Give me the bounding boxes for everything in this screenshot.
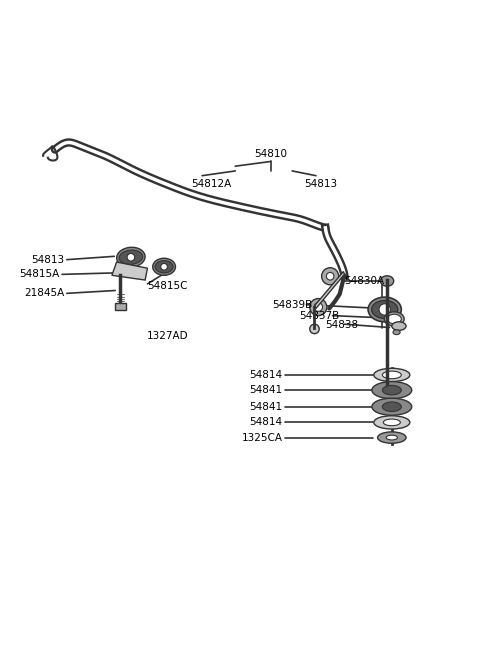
Text: 1325CA: 1325CA [242, 432, 283, 443]
Ellipse shape [372, 301, 398, 318]
Ellipse shape [368, 297, 401, 322]
Text: 54837B: 54837B [300, 310, 339, 321]
Ellipse shape [392, 322, 406, 330]
Circle shape [322, 268, 339, 285]
Circle shape [326, 272, 334, 280]
Bar [115, 303, 126, 310]
Circle shape [379, 304, 390, 315]
Ellipse shape [155, 261, 173, 273]
Text: 21845A: 21845A [24, 288, 64, 298]
Text: 1327AD: 1327AD [147, 331, 189, 341]
Ellipse shape [372, 398, 412, 415]
Text: 54812A: 54812A [192, 179, 232, 189]
Polygon shape [112, 262, 147, 280]
Text: 54814: 54814 [250, 370, 283, 380]
Text: 54813: 54813 [31, 255, 64, 265]
Ellipse shape [117, 248, 145, 267]
Ellipse shape [372, 382, 412, 399]
Ellipse shape [384, 419, 400, 426]
Text: 54815A: 54815A [20, 269, 60, 280]
Ellipse shape [378, 432, 406, 443]
Ellipse shape [153, 258, 176, 275]
Ellipse shape [387, 314, 401, 324]
Circle shape [127, 253, 135, 261]
Ellipse shape [384, 312, 404, 326]
Ellipse shape [383, 385, 401, 395]
Circle shape [161, 263, 168, 270]
Text: 54814: 54814 [250, 417, 283, 428]
Text: 54815C: 54815C [147, 281, 188, 291]
Ellipse shape [386, 435, 397, 440]
Ellipse shape [383, 371, 401, 379]
Text: 54839B: 54839B [272, 300, 312, 310]
Text: 54841: 54841 [250, 385, 283, 395]
Text: 54841: 54841 [250, 402, 283, 412]
Ellipse shape [119, 250, 143, 265]
Circle shape [310, 324, 319, 333]
Ellipse shape [383, 402, 401, 411]
Text: 54810: 54810 [254, 149, 288, 159]
Ellipse shape [393, 330, 400, 335]
Polygon shape [315, 272, 344, 309]
Text: 54838: 54838 [325, 320, 359, 330]
Circle shape [314, 303, 323, 311]
Ellipse shape [374, 368, 410, 382]
Circle shape [310, 299, 327, 316]
Ellipse shape [381, 276, 394, 286]
Text: 54830A: 54830A [344, 276, 384, 286]
Ellipse shape [374, 416, 410, 429]
Text: 54813: 54813 [304, 179, 337, 189]
